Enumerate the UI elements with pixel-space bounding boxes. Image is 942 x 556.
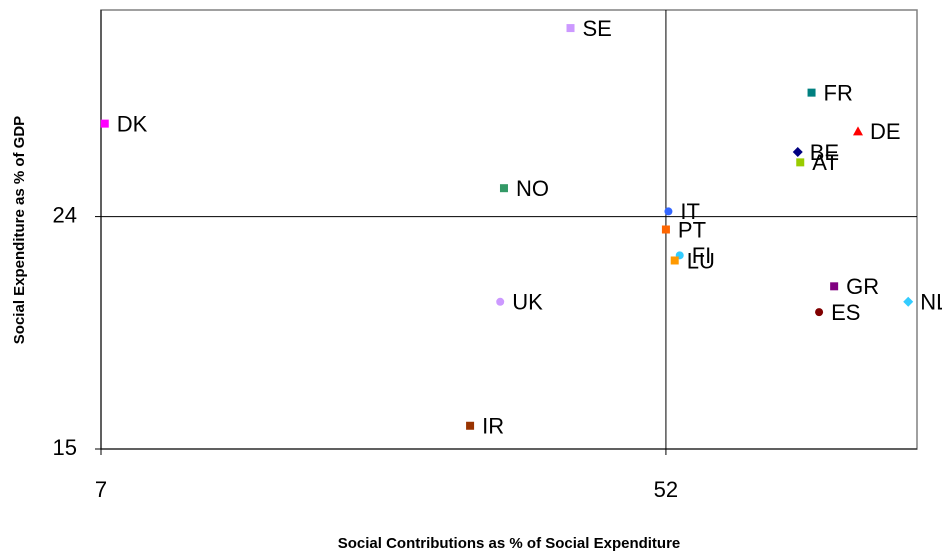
- point: [566, 24, 575, 33]
- point-label: ES: [831, 300, 860, 325]
- point: [100, 119, 109, 128]
- point-label: DK: [117, 111, 148, 136]
- point-label: SE: [583, 16, 612, 41]
- point-label: LU: [687, 248, 715, 273]
- point: [661, 225, 670, 234]
- point-label: NO: [516, 176, 549, 201]
- point-label: BE: [810, 140, 839, 165]
- x-tick-label: 7: [95, 477, 107, 502]
- point-label: AT: [812, 150, 838, 175]
- point-label: IR: [482, 414, 504, 439]
- point: [903, 296, 914, 307]
- point: [852, 126, 863, 136]
- point: [830, 282, 839, 291]
- point: [466, 421, 475, 430]
- point: [807, 88, 816, 97]
- point: [670, 256, 679, 265]
- y-tick-label: 24: [53, 202, 77, 227]
- point-label: PT: [678, 217, 706, 242]
- point: [664, 207, 673, 216]
- point-label: FI: [692, 243, 712, 268]
- y-tick-label: 15: [53, 435, 77, 460]
- x-axis-title: Social Contributions as % of Social Expe…: [338, 535, 681, 552]
- point: [499, 184, 508, 193]
- point-label: FR: [824, 80, 853, 105]
- point-label: UK: [512, 290, 543, 315]
- x-tick-label: 52: [654, 477, 678, 502]
- point-label: NL: [920, 290, 942, 315]
- point-label: DE: [870, 119, 901, 144]
- point-label: GR: [846, 274, 879, 299]
- point-label: IT: [680, 199, 700, 224]
- plot-frame: [100, 9, 918, 450]
- y-axis-title: Social Expenditure as % of GDP: [11, 116, 28, 344]
- point: [815, 308, 824, 317]
- point: [792, 147, 803, 158]
- point: [496, 297, 505, 306]
- point: [796, 158, 805, 167]
